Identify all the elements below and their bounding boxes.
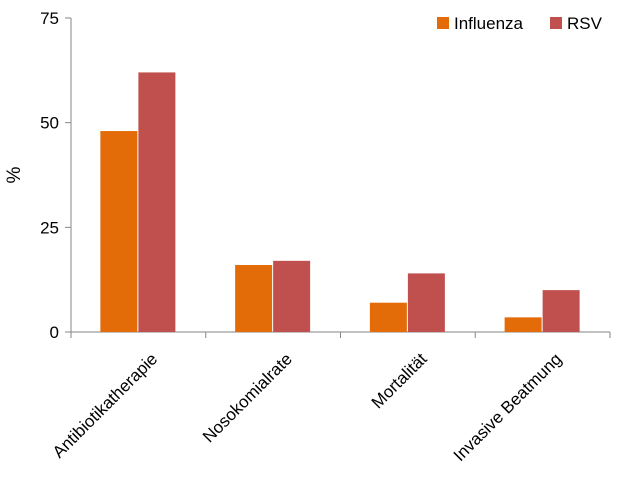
bar-rsv-3	[542, 290, 580, 332]
y-axis-title: %	[4, 166, 25, 183]
y-tick-label: 0	[50, 323, 59, 342]
y-tick-label: 50	[40, 114, 59, 133]
legend-label-rsv: RSV	[567, 14, 603, 33]
legend-swatch-influenza	[437, 17, 449, 29]
bar-rsv-2	[407, 273, 445, 332]
x-category-label: Invasive Beatmung	[450, 349, 566, 465]
bar-rsv-1	[273, 260, 311, 332]
bar-rsv-0	[138, 72, 176, 332]
bar-influenza-0	[100, 131, 138, 332]
x-category-label: Mortalität	[368, 349, 431, 412]
bar-influenza-2	[369, 302, 407, 332]
x-category-label: Nosokomialrate	[199, 349, 296, 446]
bar-influenza-3	[504, 317, 542, 332]
y-tick-label: 75	[40, 9, 59, 28]
bars	[100, 72, 580, 332]
legend-label-influenza: Influenza	[454, 14, 524, 33]
x-category-label: Antibiotikatherapie	[49, 349, 161, 461]
legend-swatch-rsv	[550, 17, 562, 29]
bar-influenza-1	[235, 265, 273, 332]
legend: Influenza RSV	[437, 14, 603, 33]
y-tick-label: 25	[40, 218, 59, 237]
